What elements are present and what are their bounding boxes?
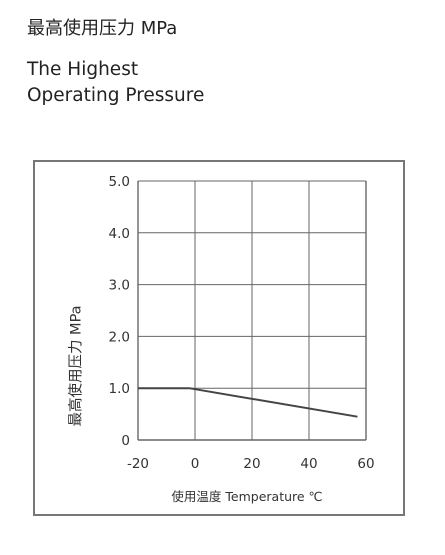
title-english-line-1: The Highest [27, 59, 139, 80]
page-title-chinese: 最高使用压力 MPa [27, 18, 178, 39]
y-tick-label: 5.0 [109, 174, 130, 190]
y-tick-label: 0 [121, 433, 130, 449]
x-axis-label: 使用温度 Temperature ℃ [171, 489, 323, 504]
series-layer [138, 387, 358, 418]
x-tick-label: -20 [127, 456, 149, 472]
y-axis-label: 最高使用压力 MPa [68, 305, 85, 427]
title-english-line-2: Operating Pressure [27, 85, 205, 106]
y-tick-label: 2.0 [109, 329, 130, 345]
pressure-series-line [138, 387, 358, 418]
chart-frame [33, 160, 405, 516]
y-tick-label: 3.0 [109, 278, 130, 294]
x-tick-label: 40 [300, 456, 317, 472]
tick-label-layer: 0 1.0 2.0 3.0 4.0 5.0 -20 0 20 40 60 [109, 174, 375, 472]
y-tick-label: 1.0 [109, 381, 130, 397]
x-tick-label: 0 [191, 456, 200, 472]
page-title-english: The Highest Operating Pressure [27, 57, 204, 109]
x-tick-label: 20 [243, 456, 260, 472]
grid-layer [137, 180, 367, 441]
y-tick-label: 4.0 [109, 226, 130, 242]
x-tick-label: 60 [357, 456, 374, 472]
